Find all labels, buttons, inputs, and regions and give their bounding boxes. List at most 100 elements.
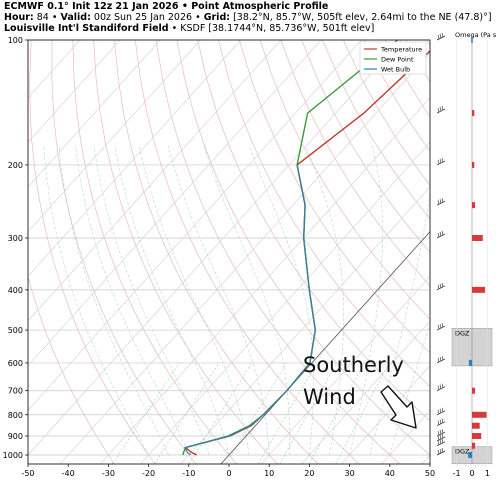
y-tick-label: 200 [8,161,23,170]
x-tick-label: -50 [21,469,34,478]
dry-adiabat [51,40,197,464]
dry-adiabat [322,40,430,220]
wind-barb-flag [437,357,440,363]
dry-adiabat [176,40,430,456]
wind-barb [436,428,446,437]
moist-adiabat [75,145,190,456]
wind-barb-flag [439,439,442,444]
isotherm-line [28,40,282,322]
wind-barb-flag [439,429,442,435]
x-tick-label: -40 [62,469,75,478]
moist-adiabat [203,145,290,456]
wind-barbs [436,32,446,456]
dry-adiabat [218,40,430,387]
dry-adiabat [301,40,430,253]
mixing-ratio-line [279,362,338,464]
series-layer [182,40,430,456]
legend-label: Dew Point [381,55,414,63]
isotherm-line [140,141,430,464]
dry-adiabat [343,40,430,186]
wind-barb-flag [441,198,444,203]
wind-barb [436,198,446,206]
y-tick-label: 600 [8,359,23,368]
y-tick-label: 800 [8,411,23,420]
dry-adiabat [134,40,360,464]
wind-barb-flag [439,448,442,454]
wind-barb-flag [439,283,442,288]
isotherm-line [100,97,430,464]
legend-label: Temperature [380,45,422,53]
wind-barb [436,433,446,442]
isotherm-line [341,365,430,464]
isotherm-line [28,40,121,143]
wind-barb [436,106,446,114]
grid-value: [38.2°N, 85.7°W, 505ft elev, 2.64mi to t… [233,12,492,23]
x-tick-label: 20 [304,469,314,478]
omega-x-tick-label: 0 [469,469,474,478]
station-name: Louisville Int'l Standiford Field [4,23,169,34]
valid-value: 00z Sun 25 Jan 2026 [93,12,193,23]
wind-barb-flag [437,324,440,330]
wind-barb-flag [437,200,440,205]
dry-adiabat [114,40,319,464]
wind-barb [436,418,446,427]
wind-barb-flag [441,428,444,434]
dry-adiabat [259,40,430,320]
wind-barb-flag [441,407,444,412]
wind-barb-flag [441,157,444,163]
annotation-line-2: Wind [303,385,356,409]
wind-barb [436,322,446,331]
omega-bar [472,286,486,293]
wind-barb [436,157,446,166]
wind-barb-flag [439,231,442,237]
isotherm-line [180,186,430,464]
omega-bar [472,422,480,429]
plot-frame [27,39,431,465]
dry-adiabat [405,40,430,83]
dgz-label: DGZ [455,448,470,456]
header-line-1: ECMWF 0.1° Init 12z 21 Jan 2026 • Point … [4,1,328,12]
wind-barb-flag [441,230,444,236]
wind-barb [436,282,446,291]
hour-value: 84 [36,12,49,23]
moist-adiabat [167,145,270,456]
x-tick-label: 0 [226,469,231,478]
isotherm-line [60,52,430,464]
dry-adiabat [426,40,430,47]
x-tick-label: 40 [385,469,395,478]
header-title: ECMWF 0.1° Init 12z 21 Jan 2026 • Point … [4,1,329,12]
x-tick-label: 30 [345,469,355,478]
isotherm-line [421,454,430,464]
wind-barb-flag [441,383,444,388]
wind-barb-flag [439,158,442,164]
wind-barb-flag [439,323,442,329]
omega-bar [472,442,476,449]
wind-barb-flag [437,440,440,445]
wind-barb [436,230,446,239]
mixing-ratio-line [309,362,365,464]
omega-bar [472,235,483,242]
y-tick-label: 300 [8,234,23,243]
wind-barb-flag [437,232,440,238]
x-tick-label: -30 [102,469,115,478]
moist-adiabat [114,145,230,456]
moist-adiabat [43,145,149,456]
mixing-ratio-line [188,362,252,464]
x-tick-label: 50 [425,469,435,478]
omega-bar [472,161,475,168]
dry-adiabat [29,40,156,464]
mixing-ratio-line [335,362,390,464]
y-tick-label: 900 [8,432,23,441]
moist-adiabat [369,190,430,456]
legend-box [359,41,427,75]
dry-adiabat [280,40,430,287]
wind-barb [436,383,446,392]
y-tick-label: 500 [8,326,23,335]
omega-x-tick-label: 1 [485,469,490,478]
mixing-ratio-line [226,362,287,464]
dry-adiabat [239,40,430,354]
x-tick-label: -20 [142,469,155,478]
grid-layer [28,40,430,464]
isotherm-line [28,40,81,99]
